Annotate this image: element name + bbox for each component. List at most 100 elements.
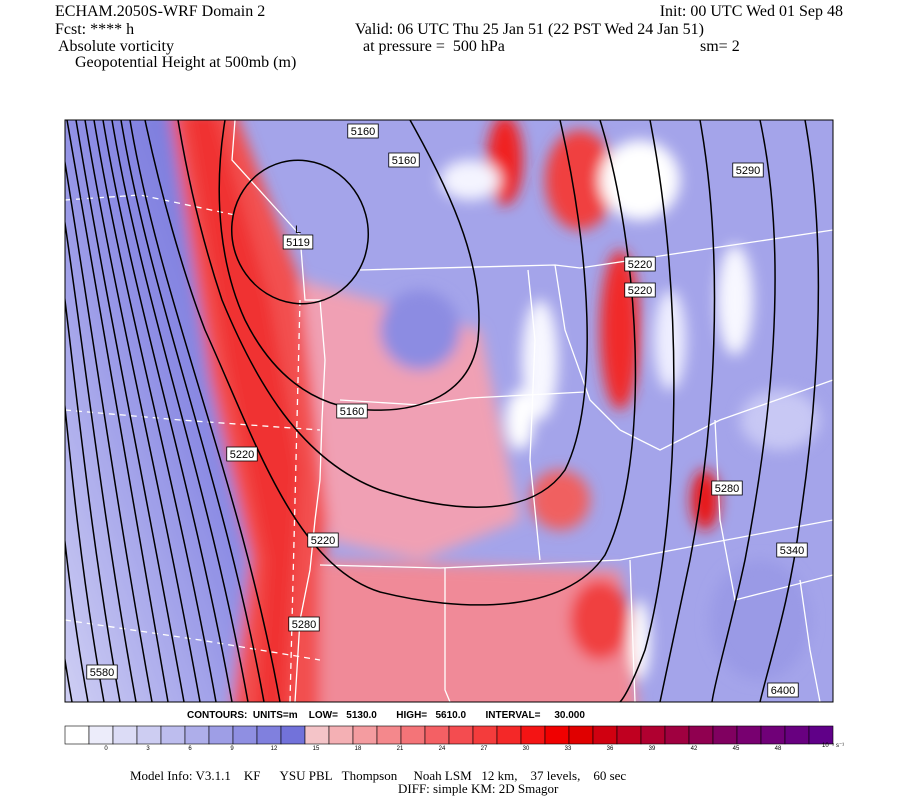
colorbar-tick-label: 12 (271, 746, 278, 752)
contour-label: 5340 (780, 545, 804, 557)
height-contours (65, 120, 820, 702)
contour-label-box (282, 234, 314, 250)
height-contour (102, 120, 233, 702)
field-name: Absolute vorticity (58, 38, 174, 55)
colorbar-tick-label: 33 (565, 746, 572, 752)
contour-label: 5119 (286, 237, 310, 249)
colorbar-swatch (784, 725, 810, 745)
model-info: Model Info: V3.1.1 KF YSU PBL Thompson N… (130, 768, 626, 783)
forecast-hour: Fcst: **** h (55, 21, 134, 38)
height-contour (65, 655, 73, 702)
contour-label-box (624, 256, 656, 272)
height-contour (93, 120, 217, 702)
colorbar-swatch (328, 725, 354, 745)
contour-label-box (732, 162, 764, 178)
colorbar-swatch (760, 725, 786, 745)
colorbar-swatch (640, 725, 666, 745)
colorbar-swatch (544, 725, 570, 745)
colorbar-tick-label: 3 (146, 746, 150, 752)
contour-label: 5580 (90, 667, 114, 679)
valid-time: Valid: 06 UTC Thu 25 Jan 51 (22 PST Wed … (355, 21, 704, 38)
colorbar-swatch (520, 725, 546, 745)
height-contour (120, 120, 265, 702)
colorbar-swatch (304, 725, 330, 745)
contour-label: 5160 (351, 126, 375, 138)
colorbar-tick-label: 42 (691, 746, 698, 752)
colorbar-swatch (376, 725, 402, 745)
colorbar-tick-label: 9 (230, 746, 234, 752)
map-frame (64, 119, 834, 703)
colorbar-tick-label: 30 (523, 746, 530, 752)
colorbar-swatch (448, 725, 474, 745)
height-contour (65, 535, 89, 702)
colorbar-tick-label: 6 (188, 746, 192, 752)
colorbar-tick-label: 15 (313, 746, 320, 752)
colorbar-swatch (664, 725, 690, 745)
colorbar-swatch (592, 725, 618, 745)
height-contour (129, 120, 281, 702)
colorbar-swatch (472, 725, 498, 745)
contour-label-box (711, 480, 743, 496)
contour-label: 5220 (230, 449, 254, 461)
contour-label-box (776, 542, 808, 558)
colorbar-tick-label: 24 (439, 746, 446, 752)
colorbar-swatch (280, 725, 306, 745)
colorbar-tick-label: 27 (481, 746, 488, 752)
colorbar-tick-label: 39 (649, 746, 656, 752)
contour-label: 5160 (340, 406, 364, 418)
colorbar-swatch (112, 725, 138, 745)
colorbar: 0 3 6 9 12 15 18 21 24 27 30 33 36 39 42 45 48 10⁻⁵ s⁻¹ (64, 725, 844, 752)
contour-label: 6400 (771, 685, 795, 697)
contour-label-box (288, 616, 320, 632)
contour-field: Geopotential Height at 500mb (m) (75, 54, 296, 71)
init-time: Init: 00 UTC Wed 01 Sep 48 (660, 3, 843, 20)
colorbar-swatch (616, 725, 642, 745)
colorbar-swatch (352, 725, 378, 745)
vorticity-field (65, 120, 820, 702)
colorbar-swatch (496, 725, 522, 745)
colorbar-swatch (160, 725, 186, 745)
colorbar-swatch (208, 725, 234, 745)
colorbar-tick-label: 48 (775, 746, 782, 752)
contour-label-box (624, 282, 656, 298)
colorbar-swatch (88, 725, 114, 745)
colorbar-swatch (184, 725, 210, 745)
colorbar-swatch (424, 725, 450, 745)
colorbar-tick-label: 0 (104, 746, 108, 752)
colorbar-swatch (568, 725, 594, 745)
height-contour (75, 120, 185, 702)
colorbar-swatch (400, 725, 426, 745)
contour-label: 5290 (736, 165, 760, 177)
contour-label: 5220 (628, 285, 652, 297)
height-contour (84, 120, 201, 702)
contour-label-box (226, 446, 258, 462)
contour-label: L (295, 224, 301, 236)
colorbar-tick-label: 45 (733, 746, 740, 752)
colorbar-tick-label: 18 (355, 746, 362, 752)
contour-info: CONTOURS: UNITS=m LOW= 5130.0 HIGH= 5610… (187, 710, 585, 721)
model-title: ECHAM.2050S-WRF Domain 2 (55, 3, 265, 20)
contour-label-box (86, 664, 118, 680)
contour-label: 5220 (311, 535, 335, 547)
borders (65, 120, 833, 702)
height-contour (111, 120, 249, 702)
contour-label-box (307, 532, 339, 548)
colorbar-swatch (256, 725, 282, 745)
contour-label-box (347, 123, 379, 139)
colorbar-tick-label: 36 (607, 746, 614, 752)
colorbar-swatch (712, 725, 738, 745)
height-contour (65, 293, 121, 702)
height-contour (65, 400, 105, 702)
colorbar-tick-label: 21 (397, 746, 404, 752)
colorbar-swatch (64, 725, 90, 745)
colorbar-swatch (808, 725, 834, 745)
colorbar-swatch (736, 725, 762, 745)
contour-label: 5160 (392, 155, 416, 167)
pressure-level: at pressure = 500 hPa (363, 38, 505, 55)
contour-label: 5280 (292, 619, 316, 631)
colorbar-swatch (136, 725, 162, 745)
diff-info: DIFF: simple KM: 2D Smagor (398, 781, 559, 796)
